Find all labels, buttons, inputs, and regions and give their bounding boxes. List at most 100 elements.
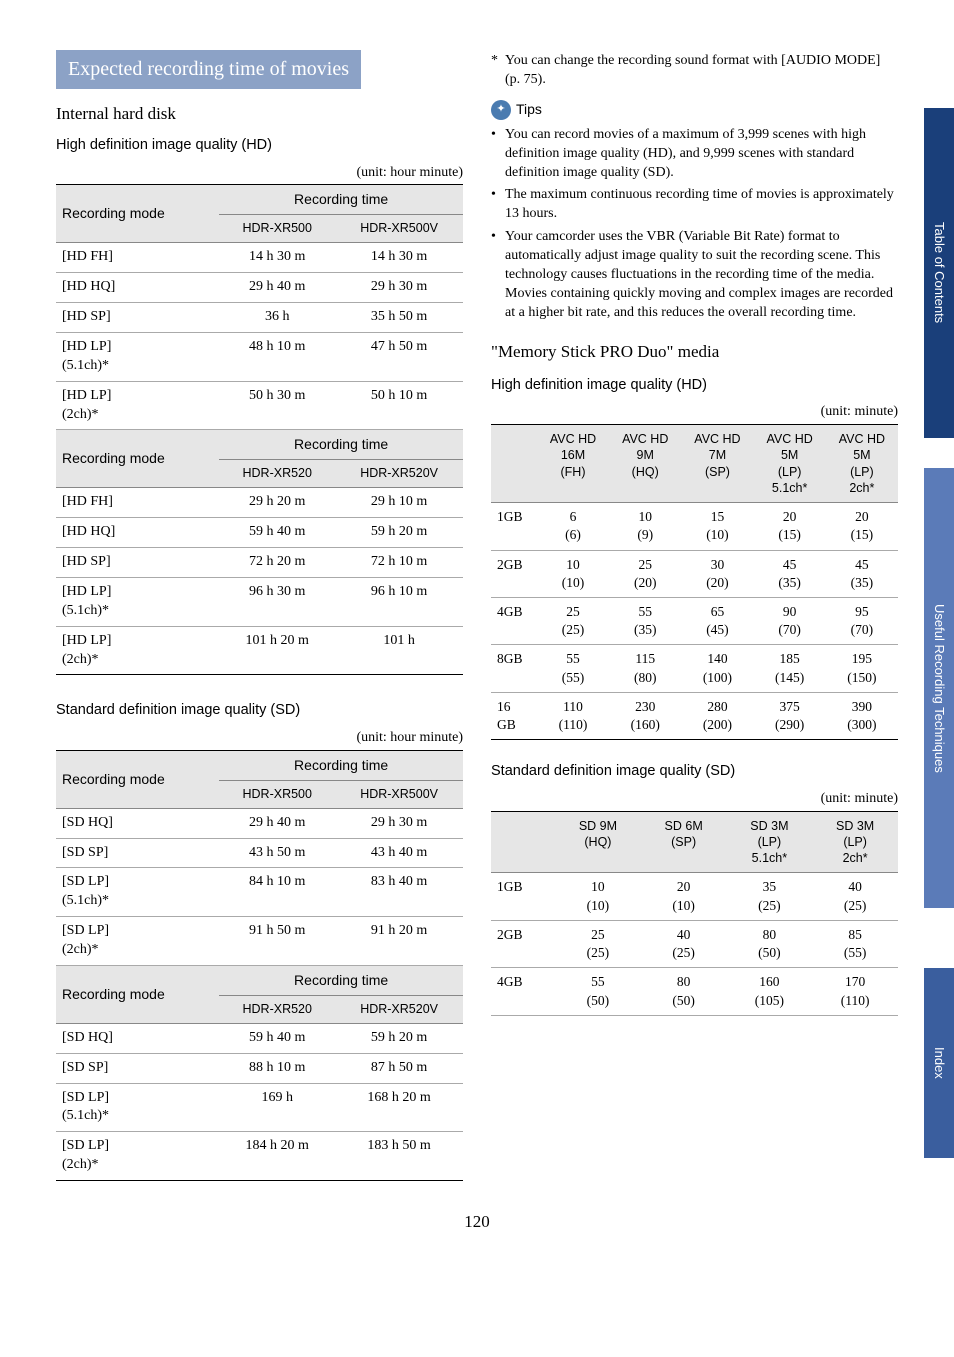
time-cell: 59 h 40 m (219, 518, 335, 548)
ms-value-cell: 55(55) (537, 645, 609, 692)
ms-header: AVC HD5M(LP)5.1ch* (754, 425, 826, 503)
time-cell: 184 h 20 m (219, 1132, 335, 1181)
ms-value-cell: 110(110) (537, 692, 609, 739)
ms-sd-unit: (unit: minute) (491, 790, 898, 809)
sidetab-index[interactable]: Index (924, 968, 954, 1158)
ms-value-cell: 390(300) (826, 692, 898, 739)
ms-sd-label: Standard definition image quality (SD) (491, 762, 898, 782)
time-cell: 43 h 50 m (219, 838, 335, 868)
ms-value-cell: 20(15) (754, 503, 826, 550)
ms-value-cell: 20(15) (826, 503, 898, 550)
ms-header: SD 3M(LP)2ch* (812, 811, 898, 873)
ms-value-cell: 65(45) (681, 597, 753, 644)
capacity-cell: 4GB (491, 597, 537, 644)
time-cell: 101 h 20 m (219, 626, 335, 675)
mode-cell: [HD LP] (5.1ch)* (56, 332, 219, 381)
time-cell: 29 h 30 m (335, 808, 463, 838)
time-cell: 183 h 50 m (335, 1132, 463, 1181)
ms-value-cell: 55(35) (609, 597, 681, 644)
time-cell: 50 h 30 m (219, 381, 335, 430)
ms-value-cell: 40(25) (641, 920, 727, 967)
sd-label: Standard definition image quality (SD) (56, 701, 463, 721)
time-cell: 91 h 20 m (335, 917, 463, 966)
time-cell: 59 h 40 m (219, 1023, 335, 1053)
time-cell: 101 h (335, 626, 463, 675)
time-cell: 96 h 30 m (219, 577, 335, 626)
sd-unit: (unit: hour minute) (56, 729, 463, 748)
ms-value-cell: 185(145) (754, 645, 826, 692)
model-col: HDR-XR520 (219, 460, 335, 488)
ms-value-cell: 80(50) (727, 920, 813, 967)
model-col: HDR-XR520V (335, 995, 463, 1023)
ms-value-cell: 160(105) (727, 968, 813, 1015)
footnote-text: You can change the recording sound forma… (505, 52, 898, 90)
mode-cell: [HD LP] (2ch)* (56, 626, 219, 675)
ms-header: AVC HD16M(FH) (537, 425, 609, 503)
mode-cell: [SD LP] (5.1ch)* (56, 1083, 219, 1132)
ms-hd-table: AVC HD16M(FH)AVC HD9M(HQ)AVC HD7M(SP)AVC… (491, 424, 898, 740)
mode-header: Recording mode (56, 185, 219, 243)
ms-value-cell: 55(50) (555, 968, 641, 1015)
time-cell: 87 h 50 m (335, 1053, 463, 1083)
ms-value-cell: 15(10) (681, 503, 753, 550)
ms-header (491, 425, 537, 503)
model-col: HDR-XR500 (219, 780, 335, 808)
time-cell: 29 h 10 m (335, 488, 463, 518)
model-col: HDR-XR520V (335, 460, 463, 488)
time-cell: 72 h 20 m (219, 547, 335, 577)
ms-value-cell: 25(25) (537, 597, 609, 644)
ms-value-cell: 230(160) (609, 692, 681, 739)
mode-cell: [SD LP] (2ch)* (56, 917, 219, 966)
right-column: * You can change the recording sound for… (491, 50, 898, 1181)
time-header: Recording time (219, 430, 463, 460)
time-cell: 59 h 20 m (335, 518, 463, 548)
mode-cell: [SD LP] (5.1ch)* (56, 868, 219, 917)
ms-value-cell: 80(50) (641, 968, 727, 1015)
time-cell: 29 h 30 m (335, 273, 463, 303)
left-column: Expected recording time of movies Intern… (56, 50, 463, 1181)
ms-value-cell: 6(6) (537, 503, 609, 550)
time-cell: 48 h 10 m (219, 332, 335, 381)
ms-value-cell: 10(10) (555, 873, 641, 920)
time-header: Recording time (219, 965, 463, 995)
mode-cell: [HD HQ] (56, 273, 219, 303)
time-cell: 36 h (219, 302, 335, 332)
ms-header (491, 811, 555, 873)
ms-value-cell: 45(35) (754, 550, 826, 597)
ms-value-cell: 20(10) (641, 873, 727, 920)
mode-cell: [HD HQ] (56, 518, 219, 548)
capacity-cell: 2GB (491, 920, 555, 967)
time-cell: 72 h 10 m (335, 547, 463, 577)
time-cell: 14 h 30 m (219, 243, 335, 273)
hd-label: High definition image quality (HD) (56, 136, 463, 156)
time-cell: 29 h 20 m (219, 488, 335, 518)
ms-header: AVC HD5M(LP)2ch* (826, 425, 898, 503)
internal-heading: Internal hard disk (56, 103, 463, 126)
capacity-cell: 4GB (491, 968, 555, 1015)
time-cell: 50 h 10 m (335, 381, 463, 430)
mode-cell: [HD FH] (56, 243, 219, 273)
time-cell: 14 h 30 m (335, 243, 463, 273)
time-cell: 47 h 50 m (335, 332, 463, 381)
capacity-cell: 16GB (491, 692, 537, 739)
ms-value-cell: 40(25) (812, 873, 898, 920)
footnote-mark: * (491, 52, 505, 90)
ms-value-cell: 375(290) (754, 692, 826, 739)
sidetab-techniques-label: Useful Recording Techniques (930, 604, 948, 773)
ms-value-cell: 10(9) (609, 503, 681, 550)
time-cell: 88 h 10 m (219, 1053, 335, 1083)
tip-item: The maximum continuous recording time of… (491, 186, 898, 224)
ms-value-cell: 95(70) (826, 597, 898, 644)
sidetab-toc[interactable]: Table of Contents (924, 108, 954, 438)
mode-cell: [HD SP] (56, 302, 219, 332)
capacity-cell: 8GB (491, 645, 537, 692)
ms-header: AVC HD7M(SP) (681, 425, 753, 503)
sidetab-techniques[interactable]: Useful Recording Techniques (924, 468, 954, 908)
time-cell: 91 h 50 m (219, 917, 335, 966)
model-col: HDR-XR520 (219, 995, 335, 1023)
capacity-cell: 2GB (491, 550, 537, 597)
internal-sd-table: Recording modeRecording timeHDR-XR500HDR… (56, 750, 463, 1181)
ms-value-cell: 45(35) (826, 550, 898, 597)
ms-sd-table: SD 9M(HQ)SD 6M(SP)SD 3M(LP)5.1ch*SD 3M(L… (491, 811, 898, 1016)
tips-list: You can record movies of a maximum of 3,… (491, 126, 898, 323)
